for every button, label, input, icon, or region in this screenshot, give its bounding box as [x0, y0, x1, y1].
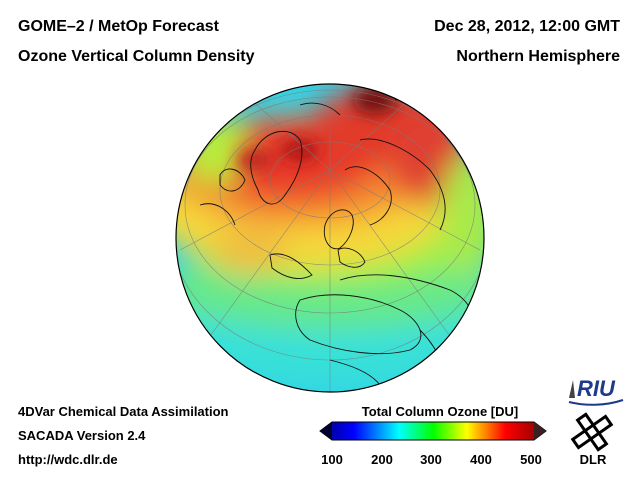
region-label: Northern Hemisphere [456, 48, 620, 65]
riu-logo-text: RIU [577, 376, 616, 401]
map-subtitle: Ozone Vertical Column Density [18, 48, 255, 65]
colorbar-tick-400: 400 [470, 452, 492, 467]
footer-version: SACADA Version 2.4 [18, 428, 146, 443]
map-title: GOME–2 / MetOp Forecast [18, 18, 219, 35]
colorbar-title: Total Column Ozone [DU] [361, 404, 519, 419]
colorbar-tick-500: 500 [520, 452, 542, 467]
forecast-date: Dec 28, 2012, 12:00 GMT [434, 18, 620, 35]
dlr-logo: DLR [570, 412, 614, 467]
colorbar-tick-100: 100 [321, 452, 343, 467]
footer-method: 4DVar Chemical Data Assimilation [18, 404, 229, 419]
colorbar-tick-300: 300 [420, 452, 442, 467]
footer-url: http://wdc.dlr.de [18, 452, 118, 467]
colorbar-tick-200: 200 [371, 452, 393, 467]
riu-logo: RIU [568, 376, 624, 406]
dlr-logo-text: DLR [580, 452, 607, 467]
colorbar [319, 421, 547, 441]
